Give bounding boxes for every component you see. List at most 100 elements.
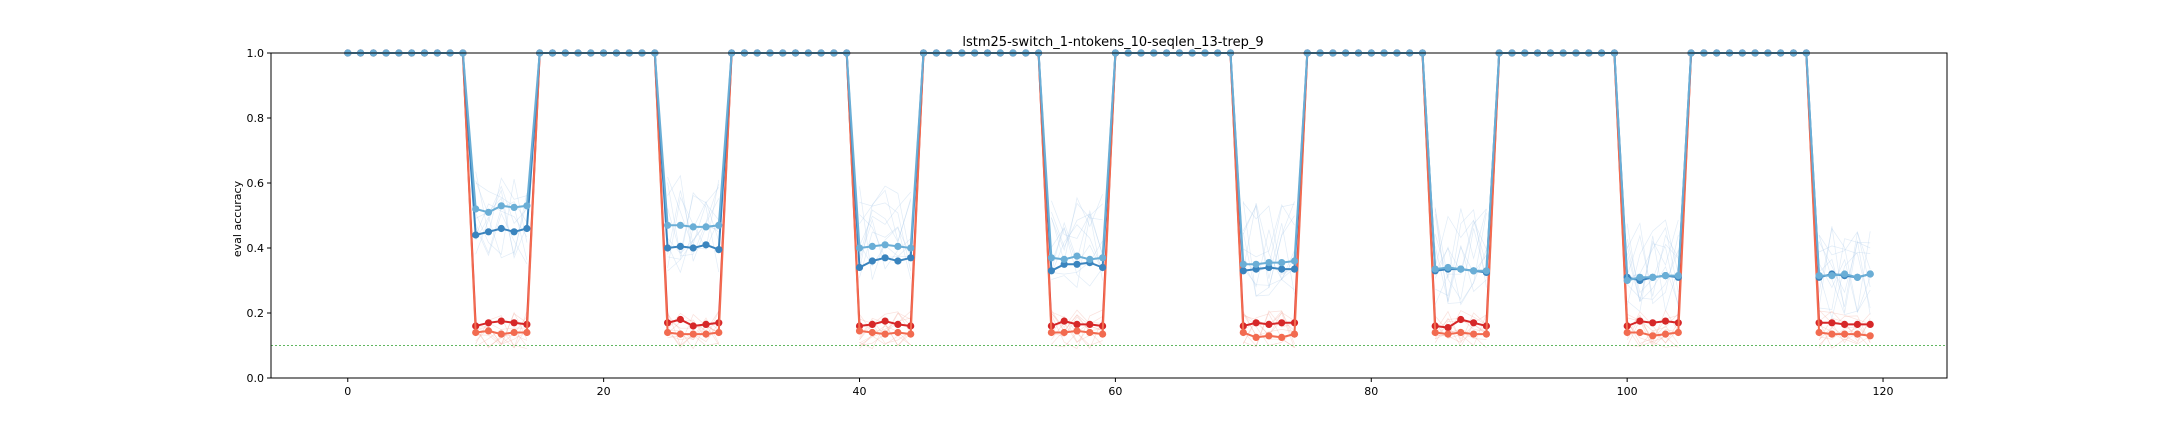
background-trace (1434, 212, 1487, 306)
background-trace (1819, 326, 1871, 341)
background-trace (1242, 232, 1295, 297)
background-trace (1051, 227, 1103, 287)
series-1-point (715, 328, 723, 337)
series-3-point (1623, 276, 1631, 285)
background-trace (1434, 245, 1487, 303)
background-trace (475, 327, 527, 347)
background-trace (667, 190, 720, 255)
series-2-point (1099, 263, 1107, 272)
series-1-point (1815, 328, 1823, 337)
series-2-point (1278, 265, 1286, 273)
series-0-point (484, 319, 493, 327)
series-0-point (1265, 320, 1273, 328)
background-trace (475, 182, 528, 261)
series-1-point (1470, 330, 1478, 338)
background-trace (859, 335, 911, 346)
series-3-point (689, 223, 697, 231)
background-trace (1434, 208, 1487, 279)
series-0-point (1060, 317, 1068, 325)
background-trace (1626, 314, 1679, 346)
series-3-point (1086, 255, 1094, 263)
series-1-point (676, 330, 685, 338)
background-trace (859, 189, 912, 271)
background-trace (1243, 310, 1295, 347)
series-1-point (868, 328, 876, 337)
background-trace (1818, 332, 1871, 348)
background-trace (859, 311, 912, 341)
background-trace (1819, 310, 1871, 325)
background-trace (1243, 202, 1295, 275)
background-trace (1818, 241, 1871, 294)
series-1-point (1866, 332, 1874, 340)
background-trace (1242, 313, 1295, 349)
series-1-point (881, 330, 889, 338)
series-2-point (689, 244, 697, 252)
background-trace (667, 174, 719, 262)
series-1-point (497, 330, 505, 338)
series-0-point (894, 320, 902, 328)
series-2-point (497, 224, 505, 233)
series-1-point (1278, 333, 1286, 341)
series-1-point (1661, 330, 1670, 338)
series-3-point (1661, 272, 1670, 280)
y-tick-label: 0.6 (247, 177, 265, 190)
background-trace (475, 180, 528, 225)
series-0-point (1853, 320, 1861, 328)
background-trace (1242, 205, 1295, 295)
series-0-point (1278, 319, 1286, 327)
background-trace (1818, 251, 1871, 320)
series-1-point (1482, 330, 1490, 338)
series-3-point (1649, 273, 1657, 281)
series-1-point (472, 328, 480, 337)
series-2-point (1047, 267, 1055, 275)
background-trace (859, 186, 912, 280)
background-trace (1434, 208, 1487, 305)
background-trace (667, 311, 720, 339)
series-2-point (676, 242, 685, 250)
series-0-point (868, 320, 876, 328)
background-trace (475, 192, 528, 256)
series-3-point (1047, 254, 1055, 262)
series-2-point (907, 254, 915, 262)
series-1-point (1431, 328, 1439, 337)
background-trace (1435, 328, 1487, 348)
series-1-line (347, 52, 1871, 339)
series-3-point (1239, 260, 1247, 268)
x-tick-label: 40 (853, 385, 867, 398)
background-trace (1434, 317, 1487, 340)
series-3-point (1265, 259, 1273, 267)
series-0-point (1828, 319, 1836, 327)
background-trace (1242, 311, 1295, 337)
series-3-point (1278, 259, 1286, 267)
background-trace (667, 187, 720, 254)
series-3-point (1674, 272, 1682, 280)
series-0-point (1841, 320, 1849, 328)
series-0-point (510, 319, 518, 327)
series-1-point (1099, 330, 1107, 338)
background-trace (1435, 312, 1487, 343)
background-trace (1818, 230, 1871, 288)
background-trace (1626, 222, 1679, 305)
background-trace (1818, 227, 1871, 313)
background-trace (667, 184, 720, 254)
y-tick-label: 0.2 (247, 307, 265, 320)
background-trace (1626, 253, 1679, 305)
background-trace (1626, 234, 1679, 297)
series-0-point (497, 317, 505, 325)
series-2-point (1073, 260, 1081, 268)
background-trace (667, 323, 720, 350)
series-2-point (715, 246, 723, 254)
background-trace (1243, 203, 1295, 258)
series-2-point (484, 228, 493, 236)
background-trace (1242, 229, 1295, 291)
background-trace (1434, 323, 1487, 347)
series-3-point (1073, 252, 1081, 260)
plot-frame (270, 52, 1948, 379)
background-trace (1818, 226, 1871, 315)
background-trace (1626, 235, 1679, 313)
background-trace (1051, 309, 1103, 332)
background-trace (1051, 209, 1103, 272)
series-0-point (1649, 319, 1657, 327)
background-trace (859, 185, 912, 259)
